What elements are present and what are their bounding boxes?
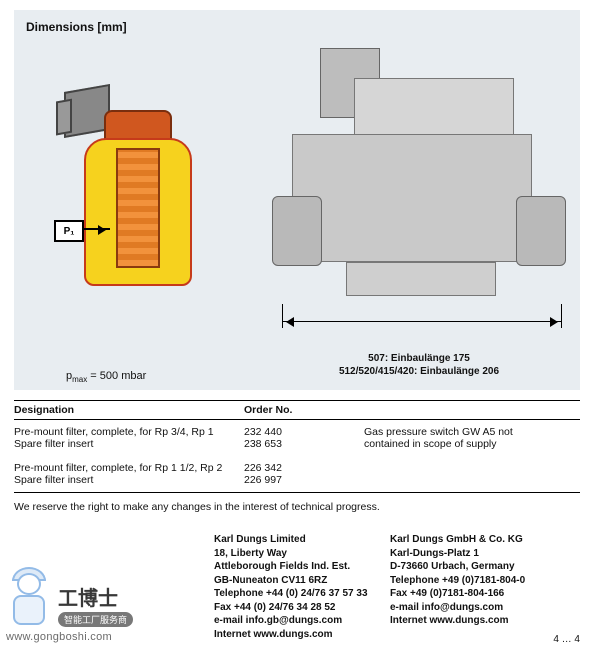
address-de: Karl Dungs GmbH & Co. KG Karl-Dungs-Plat…	[390, 533, 566, 641]
pmax-sub: max	[72, 375, 87, 384]
dim-line-2: 512/520/415/420: Einbaulänge 206	[276, 366, 562, 379]
table-bottom-rule	[14, 492, 580, 493]
watermark-tagline: 智能工厂服务商	[58, 612, 133, 627]
td-side-note: contained in scope of supply	[364, 438, 580, 450]
iso-flange-left	[272, 196, 322, 266]
table-row: Spare filter insert 226 997	[14, 474, 580, 486]
td-side-note: Gas pressure switch GW A5 not	[364, 426, 580, 438]
td-order-no: 226 997	[244, 474, 364, 486]
cross-section-drawing: P₁	[54, 70, 214, 325]
addr-tel: Telephone +44 (0) 24/76 37 57 33	[214, 587, 390, 601]
iso-flange-right	[516, 196, 566, 266]
section-title: Dimensions [mm]	[26, 20, 568, 34]
iso-main-body	[292, 134, 532, 262]
table-row: Spare filter insert 238 653 contained in…	[14, 438, 580, 450]
addr-name: Karl Dungs Limited	[214, 533, 390, 547]
iso-foot	[346, 262, 496, 296]
dimension-bar	[282, 321, 562, 322]
table-row: Pre-mount filter, complete, for Rp 1 1/2…	[14, 456, 580, 474]
product-iso-drawing	[262, 48, 572, 334]
td-designation: Spare filter insert	[14, 474, 244, 486]
watermark-logo: 工博士 智能工厂服务商	[6, 571, 133, 627]
th-spacer	[364, 404, 580, 416]
td-order-no: 232 440	[244, 426, 364, 438]
pmax-note: pmax = 500 mbar	[66, 370, 146, 384]
td-order-no: 238 653	[244, 438, 364, 450]
addr-fax: Fax +44 (0) 24/76 34 28 52	[214, 601, 390, 615]
addr-line: Karl-Dungs-Platz 1	[390, 547, 566, 561]
addr-web: Internet www.dungs.com	[214, 628, 390, 642]
page-number: 4 … 4	[553, 634, 580, 645]
port-p1-label: P₁	[54, 220, 84, 242]
order-table: Designation Order No. Pre-mount filter, …	[14, 400, 580, 493]
dim-line-1: 507: Einbaulänge 175	[276, 353, 562, 366]
figure-wrap: P₁	[26, 40, 568, 354]
td-designation: Pre-mount filter, complete, for Rp 1 1/2…	[14, 462, 244, 474]
disclaimer-footnote: We reserve the right to make any changes…	[14, 501, 580, 513]
addr-line: 18, Liberty Way	[214, 547, 390, 561]
dimensions-panel: Dimensions [mm] P₁	[14, 10, 580, 390]
addr-line: GB-Nuneaton CV11 6RZ	[214, 574, 390, 588]
th-designation: Designation	[14, 404, 244, 416]
addr-line: D-73660 Urbach, Germany	[390, 560, 566, 574]
addr-mail: e-mail info.gb@dungs.com	[214, 614, 390, 628]
table-row: Pre-mount filter, complete, for Rp 3/4, …	[14, 420, 580, 438]
table-header: Designation Order No.	[14, 400, 580, 420]
port-p1-arrow-icon	[84, 228, 110, 230]
addr-tel: Telephone +49 (0)7181-804-0	[390, 574, 566, 588]
td-designation: Spare filter insert	[14, 438, 244, 450]
pmax-value: = 500 mbar	[87, 370, 146, 382]
watermark-brand: 工博士	[58, 582, 133, 611]
addr-mail: e-mail info@dungs.com	[390, 601, 566, 615]
dimension-text: 507: Einbaulänge 175 512/520/415/420: Ei…	[276, 353, 562, 378]
addr-line: Attleborough Fields Ind. Est.	[214, 560, 390, 574]
addr-fax: Fax +49 (0)7181-804-166	[390, 587, 566, 601]
td-order-no: 226 342	[244, 462, 364, 474]
addr-name: Karl Dungs GmbH & Co. KG	[390, 533, 566, 547]
addr-web: Internet www.dungs.com	[390, 614, 566, 628]
watermark-mascot-icon	[6, 571, 52, 627]
td-designation: Pre-mount filter, complete, for Rp 3/4, …	[14, 426, 244, 438]
th-order-no: Order No.	[244, 404, 364, 416]
address-uk: Karl Dungs Limited 18, Liberty Way Attle…	[214, 533, 390, 641]
watermark-url: www.gongboshi.com	[6, 631, 112, 643]
valve-bore	[116, 148, 160, 268]
